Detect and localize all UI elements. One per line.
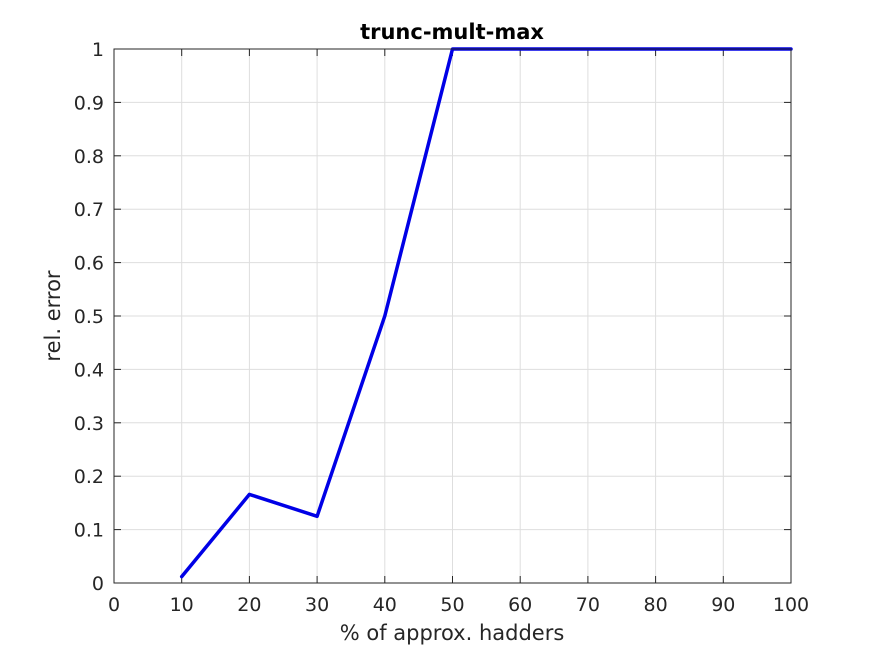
chart-title: trunc-mult-max [360, 20, 544, 44]
x-tick-label: 60 [508, 594, 532, 616]
x-tick-label: 10 [170, 594, 194, 616]
y-axis-label: rel. error [41, 270, 65, 361]
x-tick-label: 90 [711, 594, 735, 616]
y-tick-label: 0.3 [74, 413, 104, 435]
y-tick-label: 0 [92, 573, 104, 595]
x-tick-label: 80 [644, 594, 668, 616]
x-tick-labels: 0 10 20 30 40 50 60 70 80 90 100 [108, 594, 809, 616]
y-tick-label: 0.6 [74, 253, 104, 275]
y-tick-label: 0.8 [74, 146, 104, 168]
x-tick-label: 30 [305, 594, 329, 616]
y-tick-label: 0.1 [74, 520, 104, 542]
x-tick-label: 0 [108, 594, 120, 616]
y-tick-label: 0.9 [74, 92, 104, 114]
x-tick-label: 20 [237, 594, 261, 616]
x-tick-label: 50 [440, 594, 464, 616]
x-tick-label: 100 [773, 594, 809, 616]
x-tick-label: 40 [373, 594, 397, 616]
x-axis-label: % of approx. hadders [340, 621, 565, 645]
x-tick-label: 70 [576, 594, 600, 616]
y-tick-labels: 0 0.1 0.2 0.3 0.4 0.5 0.6 0.7 0.8 0.9 1 [74, 39, 104, 595]
y-tick-label: 0.7 [74, 199, 104, 221]
y-tick-label: 1 [92, 39, 104, 61]
axes-frame [113, 48, 792, 584]
y-tick-label: 0.5 [74, 306, 104, 328]
y-tick-label: 0.4 [74, 359, 104, 381]
y-tick-label: 0.2 [74, 466, 104, 488]
